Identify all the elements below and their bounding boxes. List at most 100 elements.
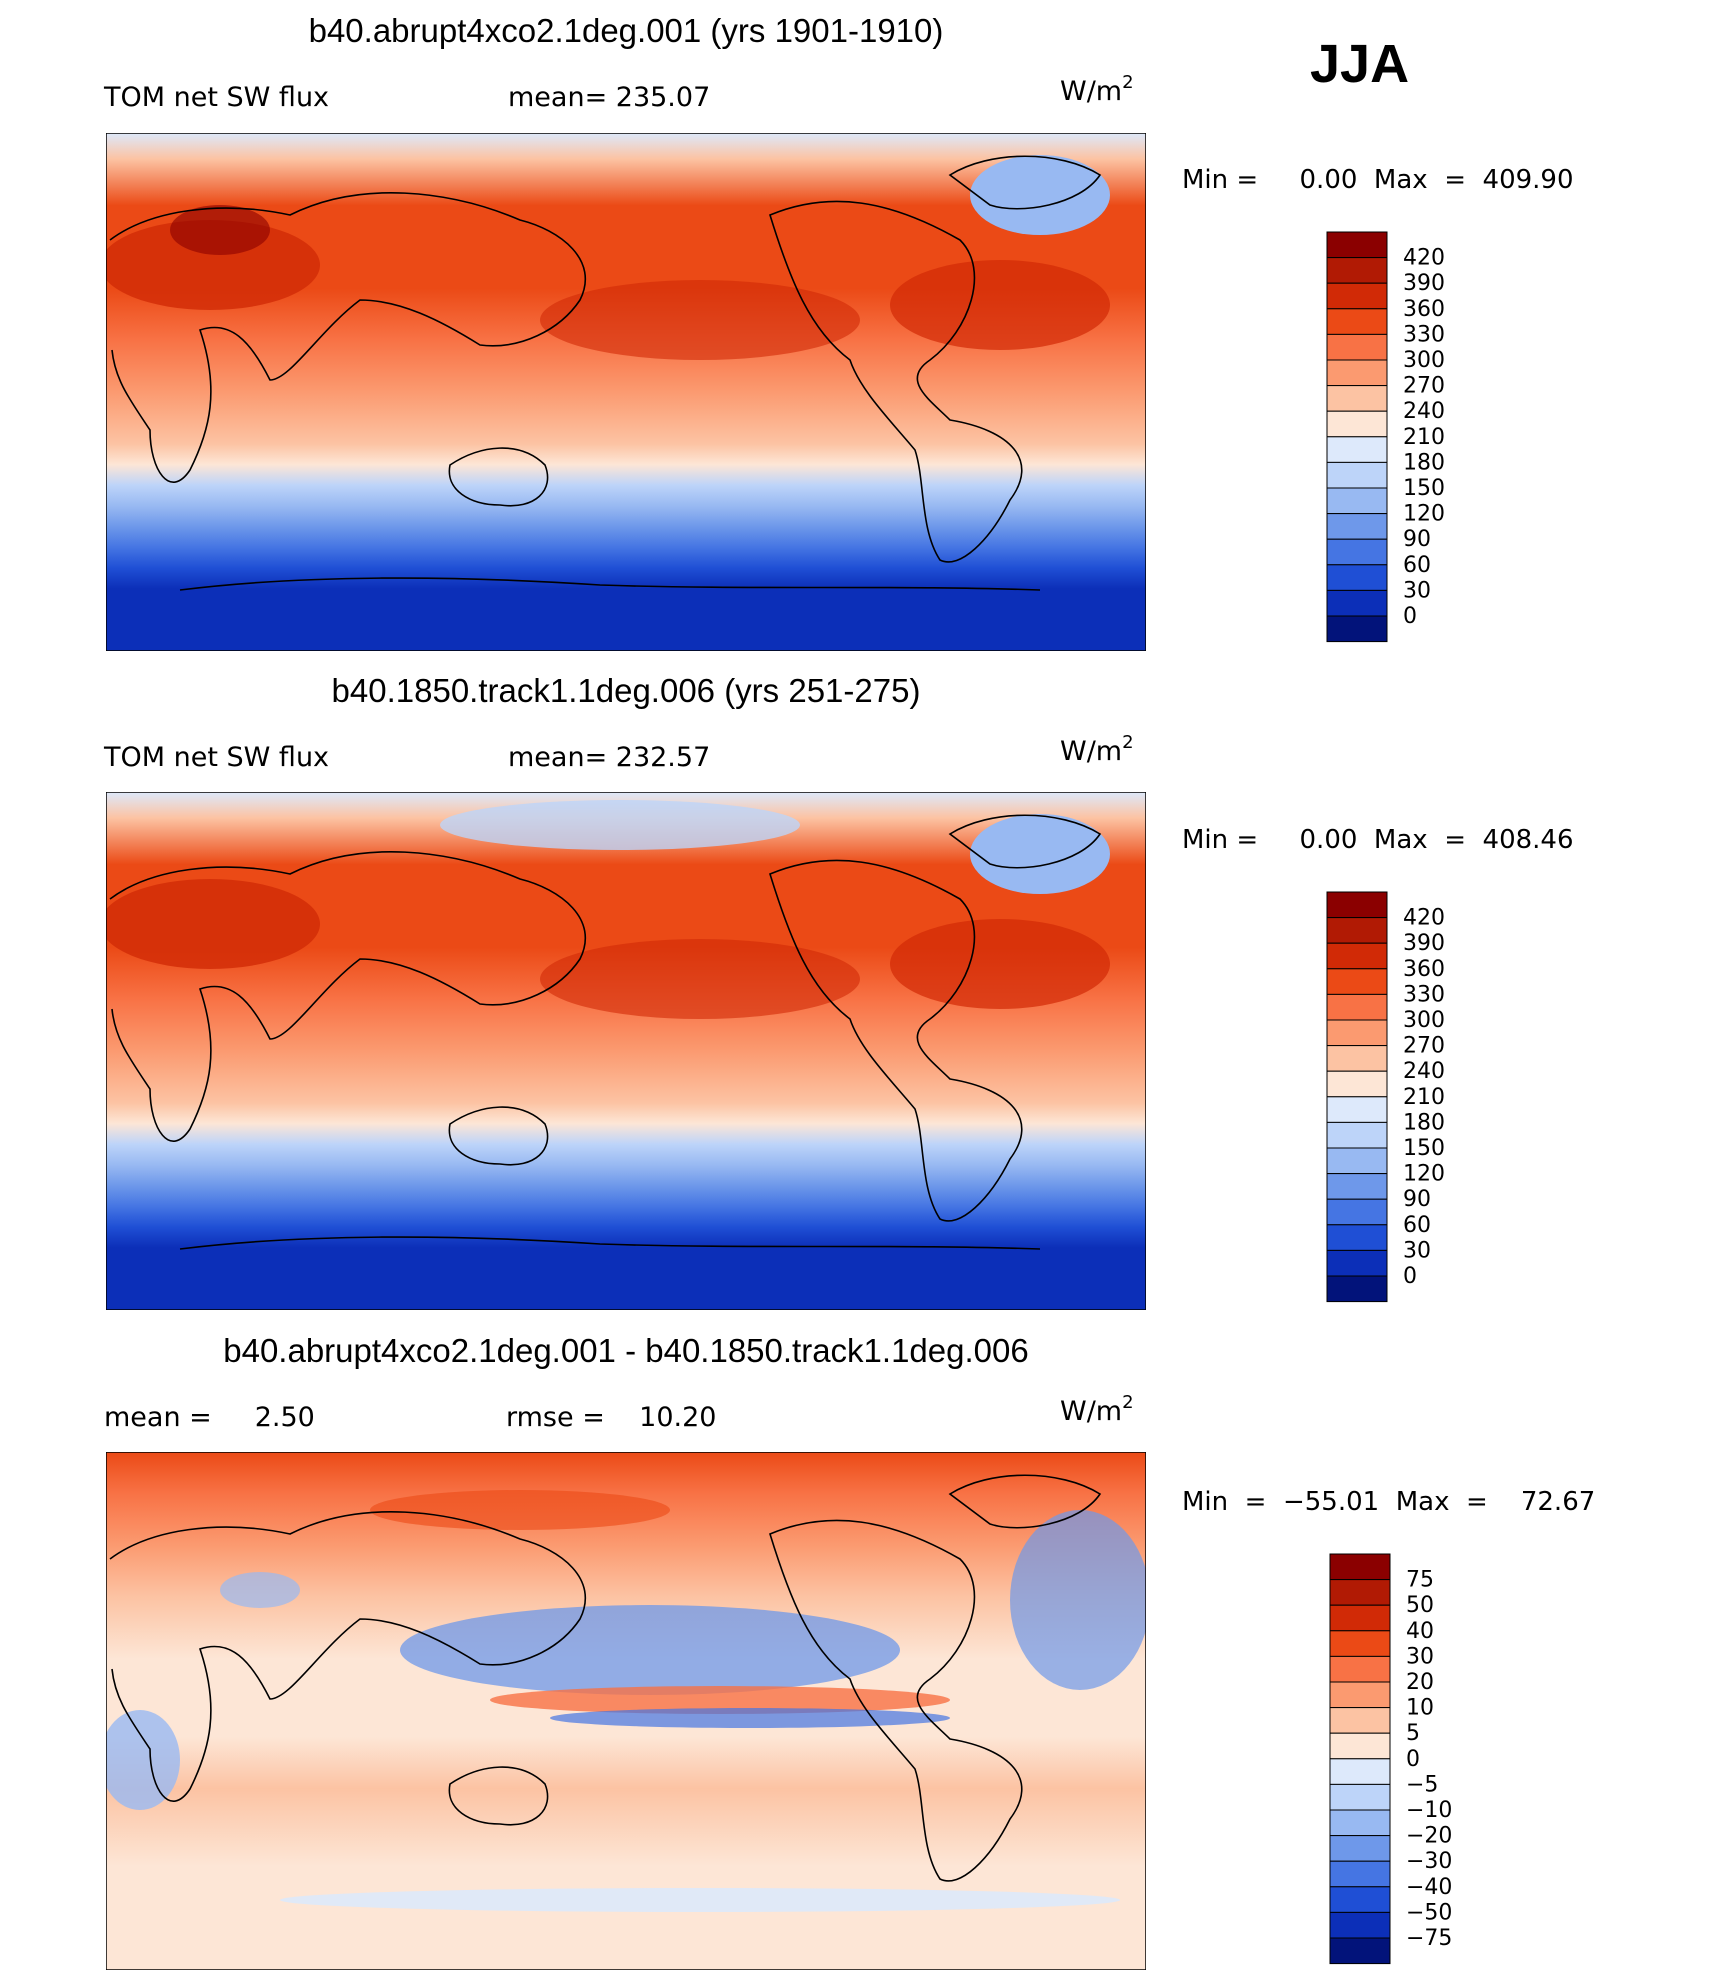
colorbar-tick-label: 270 <box>1403 1034 1445 1059</box>
panel-3-blob <box>370 1490 670 1530</box>
panel-1-map <box>106 133 1146 651</box>
colorbar-tick-label: 330 <box>1403 322 1445 347</box>
colorbar-swatch <box>1326 1198 1388 1226</box>
colorbar-swatch <box>1326 282 1388 310</box>
panel-2-map <box>106 792 1146 1310</box>
panel-1-blob <box>540 280 860 360</box>
colorbar-tick-label: 10 <box>1406 1696 1434 1721</box>
season-label: JJA <box>1310 34 1409 94</box>
colorbar-tick-label: −50 <box>1406 1900 1452 1925</box>
colorbar-swatch <box>1326 538 1388 566</box>
colorbar-swatch <box>1326 1096 1388 1123</box>
colorbar-tick-label: 420 <box>1403 246 1445 271</box>
colorbar-tick-label: 240 <box>1403 1059 1445 1084</box>
colorbar-tick-label: 150 <box>1403 476 1445 501</box>
panel-2-units: W/m2 <box>1060 732 1134 767</box>
colorbar-swatch <box>1329 1707 1391 1734</box>
colorbar-swatch <box>1326 891 1388 919</box>
colorbar-swatch <box>1329 1579 1391 1606</box>
colorbar-swatch <box>1326 1019 1388 1047</box>
colorbar-swatch <box>1326 308 1388 335</box>
colorbar-tick-label: −30 <box>1406 1849 1452 1874</box>
colorbar-tick-label: −10 <box>1406 1798 1452 1823</box>
colorbar-swatch <box>1326 333 1388 361</box>
panel-1-title: b40.abrupt4xco2.1deg.001 (yrs 1901-1910) <box>309 12 944 49</box>
panel-2-title: b40.1850.track1.1deg.006 (yrs 251-275) <box>332 672 921 709</box>
colorbar-tick-label: 0 <box>1403 1264 1417 1289</box>
colorbar-tick-label: 60 <box>1403 1213 1431 1238</box>
panel-2-blob <box>106 879 320 969</box>
panel-3-blob <box>220 1572 300 1608</box>
colorbar-tick-label: 50 <box>1406 1593 1434 1618</box>
colorbar-swatch <box>1326 942 1388 970</box>
colorbar-swatch <box>1326 615 1388 643</box>
colorbar-swatch <box>1326 487 1388 515</box>
panel-1-blob <box>106 220 320 310</box>
panel-1: b40.abrupt4xco2.1deg.001 (yrs 1901-1910)… <box>103 12 1574 651</box>
colorbar-swatch <box>1329 1553 1391 1581</box>
colorbar-tick-label: 30 <box>1403 1238 1431 1263</box>
colorbar-swatch <box>1326 968 1388 995</box>
colorbar-swatch <box>1329 1835 1391 1862</box>
colorbar-swatch <box>1326 385 1388 412</box>
colorbar-swatch <box>1326 564 1388 591</box>
colorbar-swatch <box>1326 436 1388 463</box>
colorbar-swatch <box>1326 1224 1388 1251</box>
colorbar-tick-label: 150 <box>1403 1136 1445 1161</box>
colorbar-tick-label: 180 <box>1403 1110 1445 1135</box>
colorbar-swatch <box>1329 1911 1391 1939</box>
panel-3-center-label: rmse = 10.20 <box>506 1402 716 1433</box>
colorbar-swatch <box>1326 1173 1388 1200</box>
panel-1-units: W/m2 <box>1060 72 1134 107</box>
colorbar-swatch <box>1326 1249 1388 1277</box>
colorbar-swatch <box>1326 1045 1388 1072</box>
colorbar-tick-label: 90 <box>1403 1187 1431 1212</box>
colorbar-tick-label: 120 <box>1403 502 1445 527</box>
panel-3-blob <box>400 1605 900 1695</box>
panel-2-blob <box>890 919 1110 1009</box>
colorbar-swatch <box>1326 359 1388 387</box>
colorbar-tick-label: 240 <box>1403 399 1445 424</box>
colorbar-swatch <box>1329 1886 1391 1913</box>
panel-3-blob <box>550 1708 950 1728</box>
panel-3-units: W/m2 <box>1060 1392 1134 1427</box>
colorbar-swatch <box>1329 1783 1391 1811</box>
panel-1-center-label: mean= 235.07 <box>508 82 710 113</box>
panel-3-blob <box>280 1888 1120 1912</box>
colorbar-swatch <box>1329 1809 1391 1837</box>
panel-3-title: b40.abrupt4xco2.1deg.001 - b40.1850.trac… <box>223 1332 1028 1369</box>
colorbar-tick-label: 420 <box>1403 906 1445 931</box>
panel-3-blob <box>1010 1510 1146 1690</box>
panel-1-field <box>106 133 1146 651</box>
colorbar-swatch <box>1326 917 1388 944</box>
colorbar-swatch <box>1329 1732 1391 1760</box>
colorbar-tick-label: 30 <box>1406 1644 1434 1669</box>
colorbar-tick-label: 60 <box>1403 553 1431 578</box>
panel-2-blob <box>440 800 800 850</box>
panel-2-center-label: mean= 232.57 <box>508 742 710 773</box>
colorbar-tick-label: 210 <box>1403 1085 1445 1110</box>
colorbar-tick-label: 360 <box>1403 297 1445 322</box>
colorbar-swatch <box>1326 1070 1388 1098</box>
colorbar-tick-label: 300 <box>1403 348 1445 373</box>
colorbar-tick-label: 210 <box>1403 425 1445 450</box>
colorbar-swatch <box>1326 1275 1388 1303</box>
panel-1-min-max: Min = 0.00 Max = 409.90 <box>1182 165 1574 195</box>
colorbar-tick-label: 20 <box>1406 1670 1434 1695</box>
colorbar-swatch <box>1329 1630 1391 1657</box>
colorbar-tick-label: 40 <box>1406 1619 1434 1644</box>
colorbar-tick-label: 390 <box>1403 931 1445 956</box>
colorbar-tick-label: −40 <box>1406 1875 1452 1900</box>
panel-2-left-label: TOM net SW flux <box>103 742 329 773</box>
colorbar-swatch <box>1326 257 1388 284</box>
colorbar-tick-label: 5 <box>1406 1721 1420 1746</box>
colorbar-tick-label: −5 <box>1406 1772 1438 1797</box>
colorbar-tick-label: 300 <box>1403 1008 1445 1033</box>
panel-2-min-max: Min = 0.00 Max = 408.46 <box>1182 825 1574 855</box>
colorbar-swatch <box>1329 1937 1391 1965</box>
panel-1-blob <box>170 205 270 255</box>
colorbar-swatch <box>1326 993 1388 1021</box>
colorbar-tick-label: 75 <box>1406 1568 1434 1593</box>
